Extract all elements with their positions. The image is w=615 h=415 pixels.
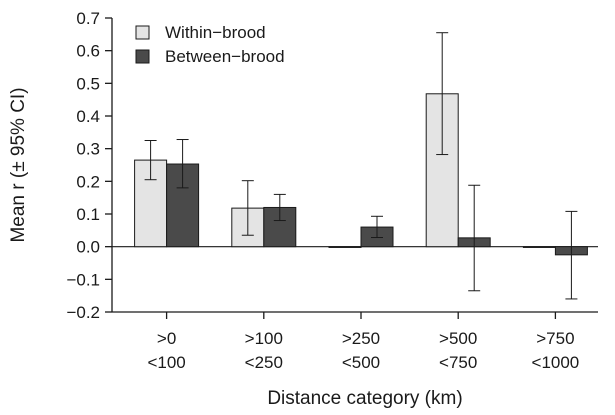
x-tick-label: >0 bbox=[157, 329, 176, 348]
y-tick-label: 0.1 bbox=[76, 205, 100, 224]
y-tick-label: 0.0 bbox=[76, 238, 100, 257]
y-tick-label: 0.5 bbox=[76, 74, 100, 93]
x-tick-label: <250 bbox=[245, 353, 283, 372]
y-tick-label: −0.1 bbox=[66, 270, 100, 289]
x-axis-title: Distance category (km) bbox=[267, 388, 462, 409]
x-tick-label: >100 bbox=[245, 329, 283, 348]
y-tick-label: −0.2 bbox=[66, 303, 100, 322]
x-tick-label: <1000 bbox=[532, 353, 580, 372]
x-tick-label: >750 bbox=[536, 329, 574, 348]
legend: Within−brood Between−brood bbox=[135, 23, 285, 66]
y-tick-label: 0.4 bbox=[76, 107, 100, 126]
legend-swatch bbox=[135, 49, 150, 64]
x-tick-label: <500 bbox=[342, 353, 380, 372]
error-bars bbox=[144, 32, 578, 300]
legend-label: Between−brood bbox=[165, 47, 285, 66]
y-tick-label: 0.2 bbox=[76, 172, 100, 191]
x-axis: >0 <100 >100 <250 >250 <500 >500 <750 >750 <1000 bbox=[112, 311, 598, 372]
bars bbox=[134, 93, 588, 256]
y-tick-label: 0.3 bbox=[76, 140, 100, 159]
y-tick-label: 0.7 bbox=[76, 9, 100, 28]
legend-label: Within−brood bbox=[165, 23, 266, 42]
bar bbox=[328, 246, 362, 248]
bar bbox=[522, 246, 556, 248]
x-tick-label: >250 bbox=[342, 329, 380, 348]
x-tick-label: <750 bbox=[439, 353, 477, 372]
x-tick-label: <100 bbox=[147, 353, 185, 372]
y-axis-title: Mean r (± 95% CI) bbox=[8, 87, 29, 242]
y-tick-label: 0.6 bbox=[76, 42, 100, 61]
legend-swatch bbox=[135, 25, 150, 40]
y-axis: −0.2 −0.1 0.0 0.1 0.2 0.3 0.4 0.5 0.6 0.7 bbox=[66, 9, 113, 322]
x-tick-label: >500 bbox=[439, 329, 477, 348]
